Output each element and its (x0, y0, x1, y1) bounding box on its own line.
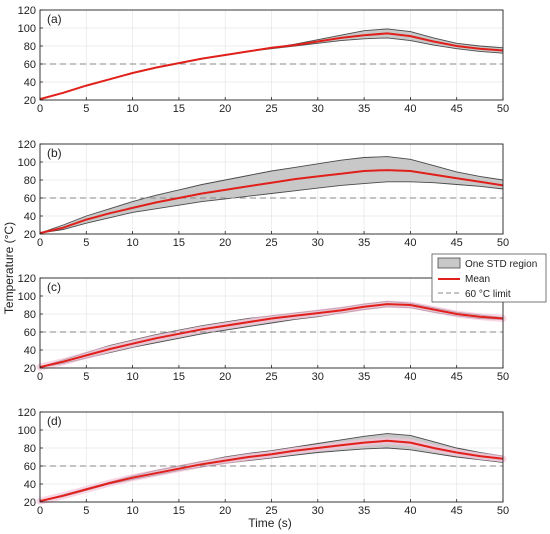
x-tick-label: 40 (404, 237, 416, 249)
x-tick-label: 20 (219, 103, 231, 115)
x-tick-label: 40 (404, 103, 416, 115)
x-tick-label: 45 (451, 505, 463, 517)
x-tick-label: 20 (219, 371, 231, 383)
x-tick-label: 15 (173, 237, 185, 249)
panel-3: 0 5 10 15 20 25 30 35 40 45 50 20 40 60 80 100 120 (c) (18, 273, 509, 383)
y-tick-label: 40 (24, 77, 36, 89)
y-tick-label: 20 (24, 497, 36, 509)
x-tick-label: 10 (126, 237, 138, 249)
y-tick-label: 80 (24, 41, 36, 53)
y-axis-label: Temperature (°C) (2, 222, 16, 314)
y-tick-label: 120 (18, 5, 36, 17)
x-tick-label: 40 (404, 371, 416, 383)
std-band (40, 156, 503, 234)
legend-limit-label: 60 °C limit (465, 289, 511, 300)
panel-label: (b) (47, 146, 62, 160)
x-tick-label: 0 (37, 505, 43, 517)
x-tick-label: 15 (173, 103, 185, 115)
x-tick-label: 10 (126, 103, 138, 115)
y-tick-label: 100 (18, 157, 36, 169)
mean-line (39, 439, 504, 503)
x-tick-label: 25 (265, 371, 277, 383)
y-tick-label: 100 (18, 425, 36, 437)
x-tick-label: 30 (312, 505, 324, 517)
x-tick-label: 35 (358, 505, 370, 517)
x-tick-label: 50 (497, 103, 509, 115)
x-tick-label: 25 (265, 237, 277, 249)
x-tick-label: 25 (265, 505, 277, 517)
x-tick-label: 40 (404, 505, 416, 517)
panel-label: (d) (47, 414, 62, 428)
std-lower-edge (39, 181, 504, 234)
y-tick-label: 60 (24, 327, 36, 339)
x-tick-label: 10 (126, 371, 138, 383)
x-axis-label: Time (s) (248, 516, 292, 530)
mean-line (39, 303, 504, 369)
y-tick-label: 80 (24, 309, 36, 321)
legend-band-label: One STD region (465, 259, 537, 270)
x-tick-label: 50 (497, 237, 509, 249)
y-tick-label: 40 (24, 345, 36, 357)
x-tick-label: 50 (497, 505, 509, 517)
y-tick-label: 120 (18, 273, 36, 285)
legend-band-swatch (437, 257, 461, 269)
x-tick-label: 0 (37, 371, 43, 383)
mean-line (39, 32, 504, 101)
std-upper-edge (39, 156, 504, 234)
panel-label: (a) (47, 12, 62, 26)
y-tick-label: 120 (18, 139, 36, 151)
y-tick-label: 60 (24, 193, 36, 205)
x-tick-label: 45 (451, 237, 463, 249)
x-tick-label: 20 (219, 237, 231, 249)
x-tick-label: 45 (451, 371, 463, 383)
y-tick-label: 100 (18, 291, 36, 303)
x-tick-label: 30 (312, 103, 324, 115)
x-tick-label: 30 (312, 237, 324, 249)
y-tick-label: 40 (24, 479, 36, 491)
x-tick-label: 5 (83, 505, 89, 517)
x-tick-label: 25 (265, 103, 277, 115)
panel-2: 0 5 10 15 20 25 30 35 40 45 50 20 40 60 80 100 120 (b) (18, 139, 509, 249)
x-tick-label: 5 (83, 371, 89, 383)
y-tick-label: 20 (24, 363, 36, 375)
x-tick-label: 20 (219, 505, 231, 517)
x-tick-label: 35 (358, 237, 370, 249)
mean-line (39, 169, 504, 235)
y-tick-label: 60 (24, 59, 36, 71)
legend: One STD region Mean 60 °C limit (431, 253, 547, 303)
x-tick-label: 35 (358, 371, 370, 383)
x-tick-label: 30 (312, 371, 324, 383)
x-tick-label: 0 (37, 237, 43, 249)
y-tick-label: 60 (24, 461, 36, 473)
y-tick-label: 40 (24, 211, 36, 223)
y-tick-label: 20 (24, 95, 36, 107)
legend-mean-label: Mean (465, 274, 490, 285)
y-tick-label: 80 (24, 175, 36, 187)
x-tick-label: 0 (37, 103, 43, 115)
panel-4: 0 5 10 15 20 25 30 35 40 45 50 20 40 60 80 100 120 (d) (18, 407, 509, 517)
y-tick-label: 20 (24, 229, 36, 241)
x-tick-label: 15 (173, 371, 185, 383)
panel-1: 0 5 10 15 20 25 30 35 40 45 50 20 40 60 80 100 120 (a) (18, 5, 509, 115)
x-tick-label: 45 (451, 103, 463, 115)
y-tick-label: 100 (18, 23, 36, 35)
x-tick-label: 50 (497, 371, 509, 383)
x-tick-label: 35 (358, 103, 370, 115)
x-tick-label: 5 (83, 237, 89, 249)
y-tick-label: 80 (24, 443, 36, 455)
y-tick-label: 120 (18, 407, 36, 419)
x-tick-label: 10 (126, 505, 138, 517)
panel-label: (c) (47, 280, 61, 294)
x-tick-label: 5 (83, 103, 89, 115)
x-tick-label: 15 (173, 505, 185, 517)
